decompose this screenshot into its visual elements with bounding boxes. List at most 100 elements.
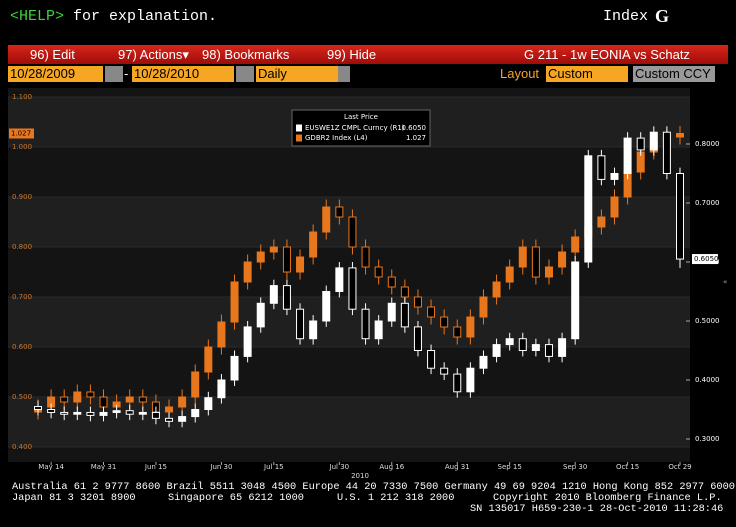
candle-body (427, 306, 436, 318)
x-tick-label: Jul 30 (329, 463, 350, 471)
candle-body (269, 246, 278, 253)
x-axis-label: 2010 (351, 472, 369, 480)
candle-body (256, 302, 265, 328)
candle-body (217, 321, 226, 348)
candle-body (544, 266, 553, 278)
candle-body (73, 411, 82, 415)
candle-body (348, 216, 357, 248)
candle-body (623, 137, 632, 175)
x-tick-label: Jun 30 (209, 463, 232, 471)
candle-body (662, 131, 671, 174)
footer-line: Australia 61 2 9777 8600 Brazil 5511 304… (12, 481, 735, 493)
footer-line: Copyright 2010 Bloomberg Finance L.P. (493, 492, 722, 504)
candle-body (610, 196, 619, 218)
help-text: for explanation. (73, 8, 218, 25)
candle-body (387, 276, 396, 288)
candle-body (60, 411, 69, 415)
candle-body (505, 266, 514, 283)
candle-body (282, 246, 291, 273)
candle-body (138, 396, 147, 403)
candle-body (99, 411, 108, 416)
candle-body (125, 410, 134, 415)
legend-value: 1.027 (406, 134, 426, 142)
last-price-label: 0.6050 (694, 255, 719, 263)
candle-body (531, 246, 540, 278)
calendar-button[interactable] (105, 66, 123, 82)
candle-body (99, 396, 108, 408)
x-tick-label: Jun 15 (144, 463, 167, 471)
last-price-tag (692, 254, 718, 265)
candle-body (387, 302, 396, 322)
candle-body (558, 251, 567, 268)
period-select[interactable]: Daily (256, 66, 338, 82)
candle-body (335, 206, 344, 218)
candle-body (544, 344, 553, 357)
candle-body (584, 155, 593, 263)
candle-body (649, 131, 658, 151)
legend-title: Last Price (344, 113, 378, 121)
candle-body (400, 286, 409, 298)
candle-body (440, 316, 449, 328)
y2-tick-label: 0.3000 (695, 435, 720, 443)
y2-tick-label: 0.4000 (695, 376, 720, 384)
legend-swatch (296, 134, 302, 142)
candle-body (571, 236, 580, 253)
y2-tick-label: 0.7000 (695, 199, 720, 207)
candle-body (151, 411, 160, 419)
x-tick-label: Jul 15 (263, 463, 284, 471)
menu-item[interactable]: 99) Hide (327, 47, 377, 62)
candle-body (518, 246, 527, 268)
footer-line: SN 135017 H659-230-1 28-Oct-2010 11:28:4… (470, 503, 724, 515)
mode-label: Index (603, 8, 649, 25)
x-tick-label: May 31 (91, 463, 117, 471)
candle-body (282, 285, 291, 310)
candle-body (374, 266, 383, 278)
menu-bar (8, 45, 728, 64)
candle-body (178, 416, 187, 422)
help-key[interactable]: <HELP> (10, 8, 65, 25)
candle-body (440, 367, 449, 375)
candle-body (361, 308, 370, 340)
legend-label: GDBR2 Index (L4) (305, 134, 368, 142)
candle-body (453, 326, 462, 338)
candle-body (296, 256, 305, 273)
candle-body (400, 302, 409, 328)
candle-body (204, 346, 213, 373)
currency-select[interactable]: Custom CCY (633, 66, 715, 82)
candle-body (374, 320, 383, 340)
menu-item[interactable]: 97) Actions▾ (118, 47, 189, 62)
dropdown-button[interactable] (338, 66, 350, 82)
end-date[interactable]: 10/28/2010 (132, 66, 234, 82)
candle-body (427, 350, 436, 369)
candle-body (531, 344, 540, 352)
candle-body (296, 308, 305, 340)
candle-body (597, 155, 606, 180)
help-line: <HELP> for explanation. (10, 8, 217, 25)
candle-body (138, 411, 147, 415)
candle-body (191, 371, 200, 398)
candle-body (453, 373, 462, 393)
candle-body (73, 391, 82, 403)
y-tick-label: 0.700 (12, 293, 32, 301)
x-tick-label: Oct 15 (616, 463, 639, 471)
x-tick-label: Aug 31 (445, 463, 470, 471)
candle-body (492, 344, 501, 357)
y-tick-label: 0.400 (12, 443, 32, 451)
layout-select[interactable]: Custom (546, 66, 628, 82)
candle-body (309, 320, 318, 340)
candle-body (86, 391, 95, 398)
candle-body (112, 410, 121, 413)
candle-body (243, 261, 252, 283)
candle-body (518, 338, 527, 352)
y-tick-label: 0.600 (12, 343, 32, 351)
menu-item[interactable]: 98) Bookmarks (202, 47, 290, 62)
x-tick-label: May 14 (38, 463, 64, 471)
candle-body (361, 246, 370, 268)
calendar-button[interactable] (236, 66, 254, 82)
start-date[interactable]: 10/28/2009 (8, 66, 103, 82)
candle-body (60, 396, 69, 403)
menu-item[interactable]: 96) Edit (30, 47, 75, 62)
candle-body (204, 397, 213, 411)
candle-body (191, 409, 200, 418)
candle-body (479, 296, 488, 318)
